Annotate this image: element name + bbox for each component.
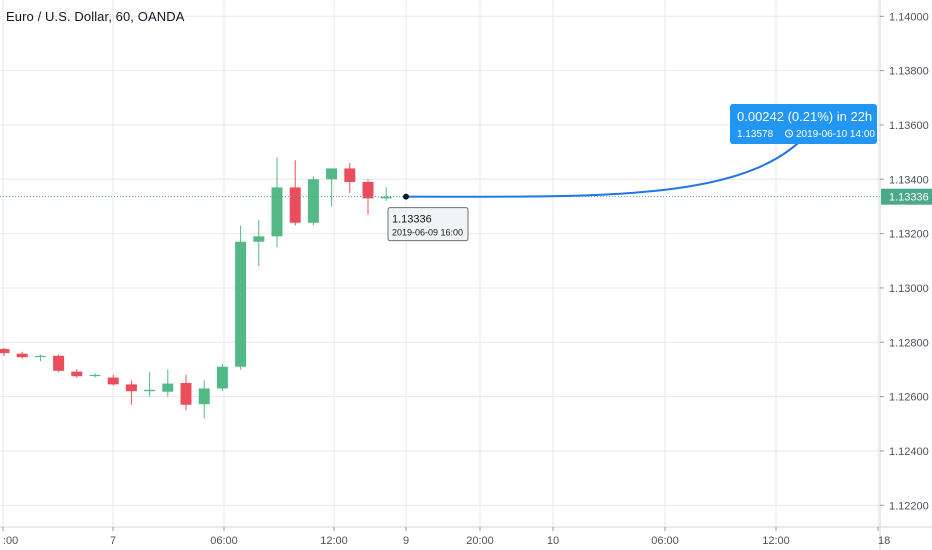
candle	[289, 160, 301, 226]
price-tick-label: 1.14000	[889, 11, 929, 23]
candle-body	[253, 236, 265, 242]
projection-start-point[interactable]	[403, 193, 409, 200]
time-tick-label: 06:00	[651, 535, 679, 547]
clock-icon	[785, 129, 793, 138]
clock-icon-hands	[788, 131, 791, 135]
projection-label-box	[730, 104, 877, 144]
time-tick-label: 12:00	[762, 535, 790, 547]
candle-body	[34, 355, 46, 358]
time-tick-label: 9	[403, 535, 409, 547]
candle-body	[198, 388, 210, 405]
candle	[89, 373, 101, 378]
candle	[271, 157, 283, 248]
candle	[107, 374, 119, 386]
chart-title: Euro / U.S. Dollar, 60, OANDA	[6, 9, 185, 24]
candle	[307, 176, 319, 226]
candle	[162, 369, 174, 397]
candle	[235, 225, 247, 370]
tooltip-price: 1.13336	[392, 214, 432, 226]
last-price-badge-bg	[881, 188, 932, 205]
time-tick-label: 18	[878, 535, 890, 547]
time-tick-label: 06:00	[210, 535, 238, 547]
candle-body	[344, 168, 356, 183]
price-tick-label: 1.13800	[889, 66, 929, 78]
candle-body	[125, 384, 137, 392]
price-tick-label: 1.12600	[889, 392, 929, 404]
candle-body	[271, 187, 283, 237]
time-tick-label: 12:00	[320, 535, 348, 547]
last-price-badge: 1.13336	[881, 188, 932, 205]
price-tick-label: 1.12200	[889, 500, 929, 512]
candle-body	[362, 182, 374, 199]
candle-body	[71, 371, 83, 377]
candle-body	[289, 187, 301, 223]
projection-target-date: 2019-06-10 14:00	[796, 129, 875, 140]
candle-body	[53, 355, 65, 371]
price-tick-label: 1.13000	[889, 283, 929, 295]
candle	[34, 354, 46, 362]
candle-body	[144, 389, 156, 392]
candle-body	[307, 179, 319, 223]
projection-change-text: 0.00242 (0.21%) in 22h	[737, 109, 872, 124]
candle	[53, 354, 65, 373]
candle	[362, 179, 374, 215]
time-tick-label: 10	[547, 535, 559, 547]
candle-body	[180, 383, 192, 405]
candle	[326, 168, 338, 207]
candle	[0, 347, 10, 356]
time-tick-label: 20:00	[466, 535, 494, 547]
candle-body	[380, 196, 392, 199]
candle	[71, 369, 83, 378]
candle	[198, 380, 210, 419]
candle-body	[16, 353, 28, 358]
time-tick-label: 7	[110, 535, 116, 547]
candle	[144, 372, 156, 397]
candle	[216, 364, 228, 392]
candle-body	[0, 349, 10, 354]
tooltip-box	[387, 207, 469, 242]
candle-body	[162, 383, 174, 392]
candle-body	[216, 366, 228, 389]
last-price-badge-text: 1.13336	[889, 192, 929, 204]
candle	[180, 374, 192, 411]
time-tick-label: :00	[3, 535, 18, 547]
candle	[253, 220, 265, 267]
projection-target-price: 1.13578	[737, 129, 774, 140]
price-tick-label: 1.13600	[889, 120, 929, 132]
candle-body	[235, 241, 247, 367]
candle	[380, 187, 392, 202]
price-tick-label: 1.13200	[889, 229, 929, 241]
projection-label: 0.00242 (0.21%) in 22h 1.13578 2019-06-10 …	[730, 104, 877, 144]
candles-layer	[0, 157, 392, 419]
overlay-layer: 1.13336 2019-06-09 16:00 0.00242 (0.21%) i…	[0, 104, 880, 242]
candle-body	[107, 377, 119, 385]
candle-body	[326, 168, 338, 180]
candle-body	[89, 374, 101, 377]
grid-layer	[0, 0, 880, 527]
tooltip-date: 2019-06-09 16:00	[392, 228, 463, 238]
start-price-tooltip: 1.13336 2019-06-09 16:00	[387, 207, 469, 242]
price-tick-label: 1.12800	[889, 337, 929, 349]
candle	[16, 351, 28, 359]
projection-curve	[405, 130, 811, 198]
price-tick-label: 1.13400	[889, 174, 929, 186]
candle	[344, 162, 356, 193]
price-tick-label: 1.12400	[889, 446, 929, 458]
candle	[125, 380, 137, 405]
